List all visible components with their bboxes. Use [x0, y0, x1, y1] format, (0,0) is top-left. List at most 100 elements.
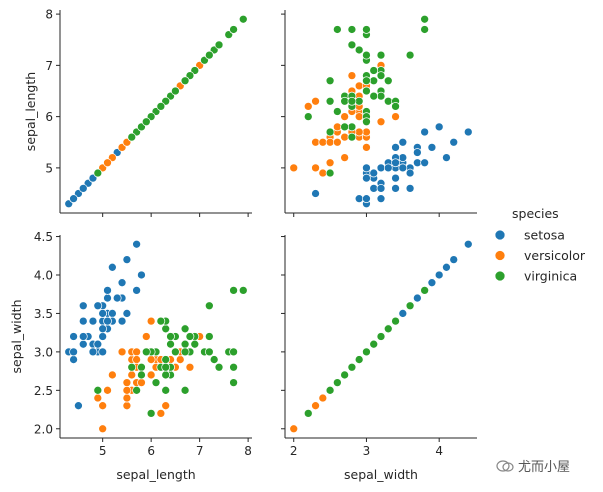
point-virginica-22	[229, 362, 238, 372]
point-versicolor-7	[318, 168, 328, 178]
point-virginica-44	[383, 76, 393, 86]
x-axis-label-left: sepal_length	[116, 467, 195, 482]
x-tick-label: 4	[435, 444, 443, 458]
y-tick-label: 7	[45, 59, 53, 73]
point-virginica-21	[127, 362, 137, 372]
point-virginica-47	[171, 86, 180, 96]
point-versicolor-20	[141, 332, 151, 341]
y-axis-label-bottom: sepal_width	[9, 300, 24, 374]
panel-sw-vs-sl	[281, 10, 477, 217]
point-setosa-47	[78, 184, 88, 193]
point-virginica-43	[376, 332, 386, 341]
point-virginica-30	[347, 40, 357, 50]
point-setosa-34	[369, 168, 379, 178]
point-setosa-6	[78, 316, 88, 326]
point-virginica-37	[369, 91, 379, 101]
legend-marker-setosa	[494, 229, 506, 241]
point-virginica-35	[229, 347, 238, 357]
wechat-icon	[496, 460, 514, 472]
point-virginica-41	[369, 66, 379, 75]
point-versicolor-39	[325, 137, 335, 147]
point-setosa-41	[74, 401, 83, 411]
point-virginica-40	[180, 339, 190, 349]
point-virginica-33	[347, 362, 357, 372]
point-versicolor-48	[103, 158, 112, 168]
point-setosa-21	[413, 158, 422, 168]
point-setosa-43	[398, 163, 408, 173]
point-virginica-21	[347, 132, 357, 142]
point-setosa-48	[413, 148, 422, 157]
legend-label-virginica: virginica	[524, 269, 577, 284]
point-versicolor-35	[146, 316, 156, 326]
point-virginica-46	[325, 96, 335, 106]
legend-marker-versicolor	[494, 250, 506, 261]
point-virginica-29	[362, 50, 371, 60]
point-virginica-13	[132, 385, 141, 395]
point-virginica-33	[161, 362, 171, 372]
point-virginica-49	[362, 347, 371, 357]
point-virginica-0	[383, 96, 393, 106]
point-setosa-22	[78, 301, 88, 311]
point-versicolor-45	[132, 347, 141, 357]
point-virginica-18	[229, 378, 238, 387]
point-virginica-45	[180, 76, 190, 86]
point-virginica-7	[209, 355, 219, 364]
point-setosa-38	[362, 194, 371, 203]
point-versicolor-35	[391, 112, 400, 121]
point-setosa-45	[362, 173, 371, 183]
point-setosa-31	[391, 143, 400, 152]
point-virginica-14	[347, 122, 357, 132]
point-setosa-33	[122, 255, 132, 264]
point-virginica-43	[185, 332, 195, 341]
point-versicolor-48	[325, 158, 335, 168]
point-setosa-47	[78, 332, 88, 341]
x-tick-label: 6	[147, 444, 155, 458]
y-tick-label: 3.0	[34, 345, 53, 359]
point-setosa-27	[398, 153, 408, 162]
point-setosa-49	[383, 163, 393, 173]
legend: species setosa versicolor virginica	[494, 206, 586, 284]
point-virginica-25	[204, 332, 214, 341]
point-virginica-21	[127, 132, 137, 142]
point-versicolor-34	[362, 143, 371, 152]
point-virginica-8	[325, 76, 335, 86]
point-virginica-48	[156, 102, 166, 111]
panel-sl-vs-sl: 5 6 7 8	[45, 8, 252, 217]
point-versicolor-9	[108, 370, 117, 380]
x-tick-label: 8	[244, 444, 252, 458]
point-setosa-42	[69, 332, 78, 341]
point-virginica-45	[180, 347, 190, 357]
point-setosa-32	[442, 153, 451, 162]
point-versicolor-18	[156, 409, 166, 418]
point-setosa-25	[362, 163, 371, 173]
point-versicolor-37	[161, 401, 171, 411]
point-setosa-47	[376, 184, 386, 193]
x-tick-label: 7	[196, 444, 204, 458]
point-versicolor-10	[289, 424, 299, 434]
point-versicolor-26	[347, 71, 357, 80]
point-setosa-34	[93, 339, 103, 349]
point-virginica-44	[180, 324, 190, 334]
watermark: 尤而小屋	[496, 456, 570, 475]
point-virginica-49	[362, 117, 371, 127]
point-virginica-15	[376, 91, 386, 101]
point-setosa-3	[369, 184, 379, 193]
point-setosa-16	[427, 143, 437, 152]
point-setosa-46	[420, 158, 429, 168]
legend-marker-virginica	[494, 270, 506, 282]
point-setosa-21	[103, 293, 112, 303]
y-tick-label: 4.5	[34, 230, 53, 244]
point-virginica-48	[391, 102, 400, 111]
point-virginica-19	[303, 112, 313, 121]
point-versicolor-28	[354, 112, 364, 121]
point-versicolor-10	[98, 424, 108, 434]
y-tick-label: 8	[45, 8, 53, 22]
point-setosa-35	[376, 163, 386, 173]
point-setosa-15	[132, 239, 141, 249]
point-setosa-24	[88, 316, 98, 326]
point-setosa-18	[420, 127, 429, 137]
x-tick-label: 5	[99, 444, 107, 458]
point-setosa-49	[98, 324, 108, 334]
point-setosa-48	[413, 293, 422, 303]
point-virginica-9	[204, 301, 214, 311]
